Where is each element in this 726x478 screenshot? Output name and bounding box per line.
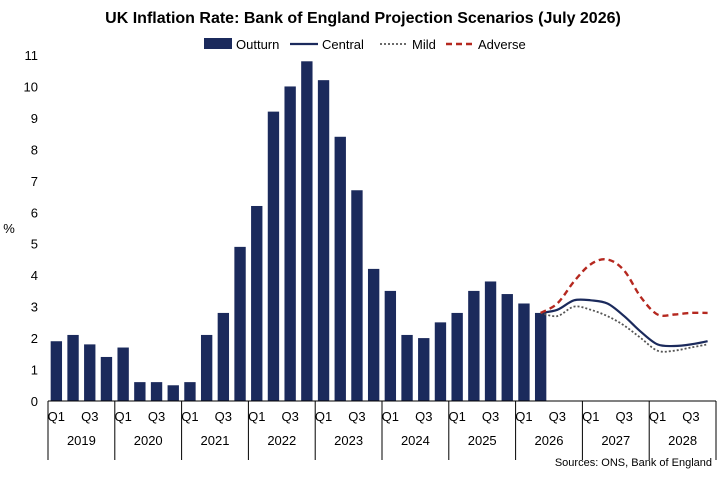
x-quarter-label: Q1 [181,409,198,424]
x-quarter-label: Q1 [315,409,332,424]
legend-item-outturn: Outturn [204,37,279,52]
outturn-bar [351,190,363,401]
legend-label: Adverse [478,37,526,52]
outturn-bar [484,281,497,401]
outturn-bar [317,80,330,401]
y-tick-label: 3 [31,300,38,315]
x-quarter-label: Q3 [148,409,165,424]
outturn-bar [217,312,230,401]
x-year-label: 2023 [334,433,363,448]
x-year-label: 2020 [134,433,163,448]
x-year-label: 2026 [535,433,564,448]
x-quarter-label: Q3 [682,409,699,424]
x-quarter-label: Q3 [415,409,432,424]
outturn-bar [501,294,513,401]
x-quarter-label: Q1 [48,409,65,424]
x-quarter-label: Q3 [482,409,499,424]
chart-title: UK Inflation Rate: Bank of England Proje… [105,10,621,27]
outturn-bar [534,312,547,401]
outturn-bar [134,382,146,401]
x-quarter-label: Q1 [248,409,265,424]
outturn-bar [301,61,313,402]
projection-lines [540,258,708,353]
series-line-adverse [540,258,708,318]
legend-label: Outturn [236,37,279,52]
outturn-bar [468,290,480,401]
outturn-bar [150,382,163,401]
outturn-bar [367,268,380,401]
outturn-bar [184,382,196,401]
x-year-label: 2024 [401,433,430,448]
x-year-label: 2019 [67,433,96,448]
x-year-label: 2027 [601,433,630,448]
legend-swatch [204,38,232,49]
outturn-bar [100,356,113,401]
x-year-label: 2028 [668,433,697,448]
outturn-bar [384,290,397,401]
x-quarter-label: Q1 [382,409,399,424]
x-quarter-label: Q1 [114,409,131,424]
outturn-bar [167,385,179,401]
outturn-bar [67,334,79,401]
legend-label: Mild [412,37,436,52]
y-tick-label: 4 [31,268,38,283]
series-line-central [540,298,708,348]
outturn-bar [518,303,530,401]
legend-item-adverse: Adverse [446,37,526,52]
y-tick-label: 10 [24,79,38,94]
x-quarter-label: Q1 [448,409,465,424]
outturn-bar [451,312,463,401]
outturn-bar [200,334,213,401]
outturn-bar [84,344,96,401]
y-tick-label: 5 [31,237,38,252]
y-tick-label: 0 [31,394,38,409]
outturn-bar [334,136,346,402]
legend-label: Central [322,37,364,52]
source-note: Sources: ONS, Bank of England [555,457,712,469]
x-year-label: 2025 [468,433,497,448]
y-axis-label: % [3,221,15,236]
x-quarter-label: Q3 [81,409,98,424]
outturn-bars [50,61,547,402]
y-tick-label: 2 [31,331,38,346]
x-axis [47,400,717,460]
outturn-bar [434,322,447,401]
x-quarter-label: Q3 [615,409,632,424]
x-year-label: 2022 [267,433,296,448]
outturn-bar [284,86,296,402]
x-quarter-label: Q1 [649,409,666,424]
x-quarter-label: Q3 [281,409,298,424]
y-tick-label: 11 [25,48,39,63]
outturn-bar [251,205,263,401]
legend-item-central: Central [290,37,364,52]
x-quarter-label: Q3 [215,409,232,424]
x-axis-ticks: Q1 Q3 Q1 Q3 Q1 Q3 Q1 Q3 Q1 Q3 Q1 Q3 Q1 Q3 Q1 Q3 Q1 Q3 Q1 Q3… [48,409,700,448]
y-tick-label: 1 [31,363,38,378]
y-tick-label: 9 [31,111,38,126]
y-tick-label: 8 [31,142,38,157]
y-axis-ticks: 0 1 2 3 4 5 6 7 8 9 10 11 [24,48,38,409]
x-quarter-label: Q1 [515,409,532,424]
x-quarter-label: Q3 [348,409,365,424]
outturn-bar [117,347,129,401]
outturn-bar [401,334,413,401]
x-year-label: 2021 [201,433,230,448]
x-quarter-label: Q3 [549,409,566,424]
legend-item-mild: Mild [380,37,436,52]
outturn-bar [418,338,430,401]
y-tick-label: 6 [31,205,38,220]
y-tick-label: 7 [31,174,38,189]
outturn-bar [50,341,63,401]
x-quarter-label: Q1 [582,409,599,424]
legend: Outturn Central Mild Adverse [204,37,526,52]
outturn-bar [267,111,280,402]
outturn-bar [234,246,246,401]
